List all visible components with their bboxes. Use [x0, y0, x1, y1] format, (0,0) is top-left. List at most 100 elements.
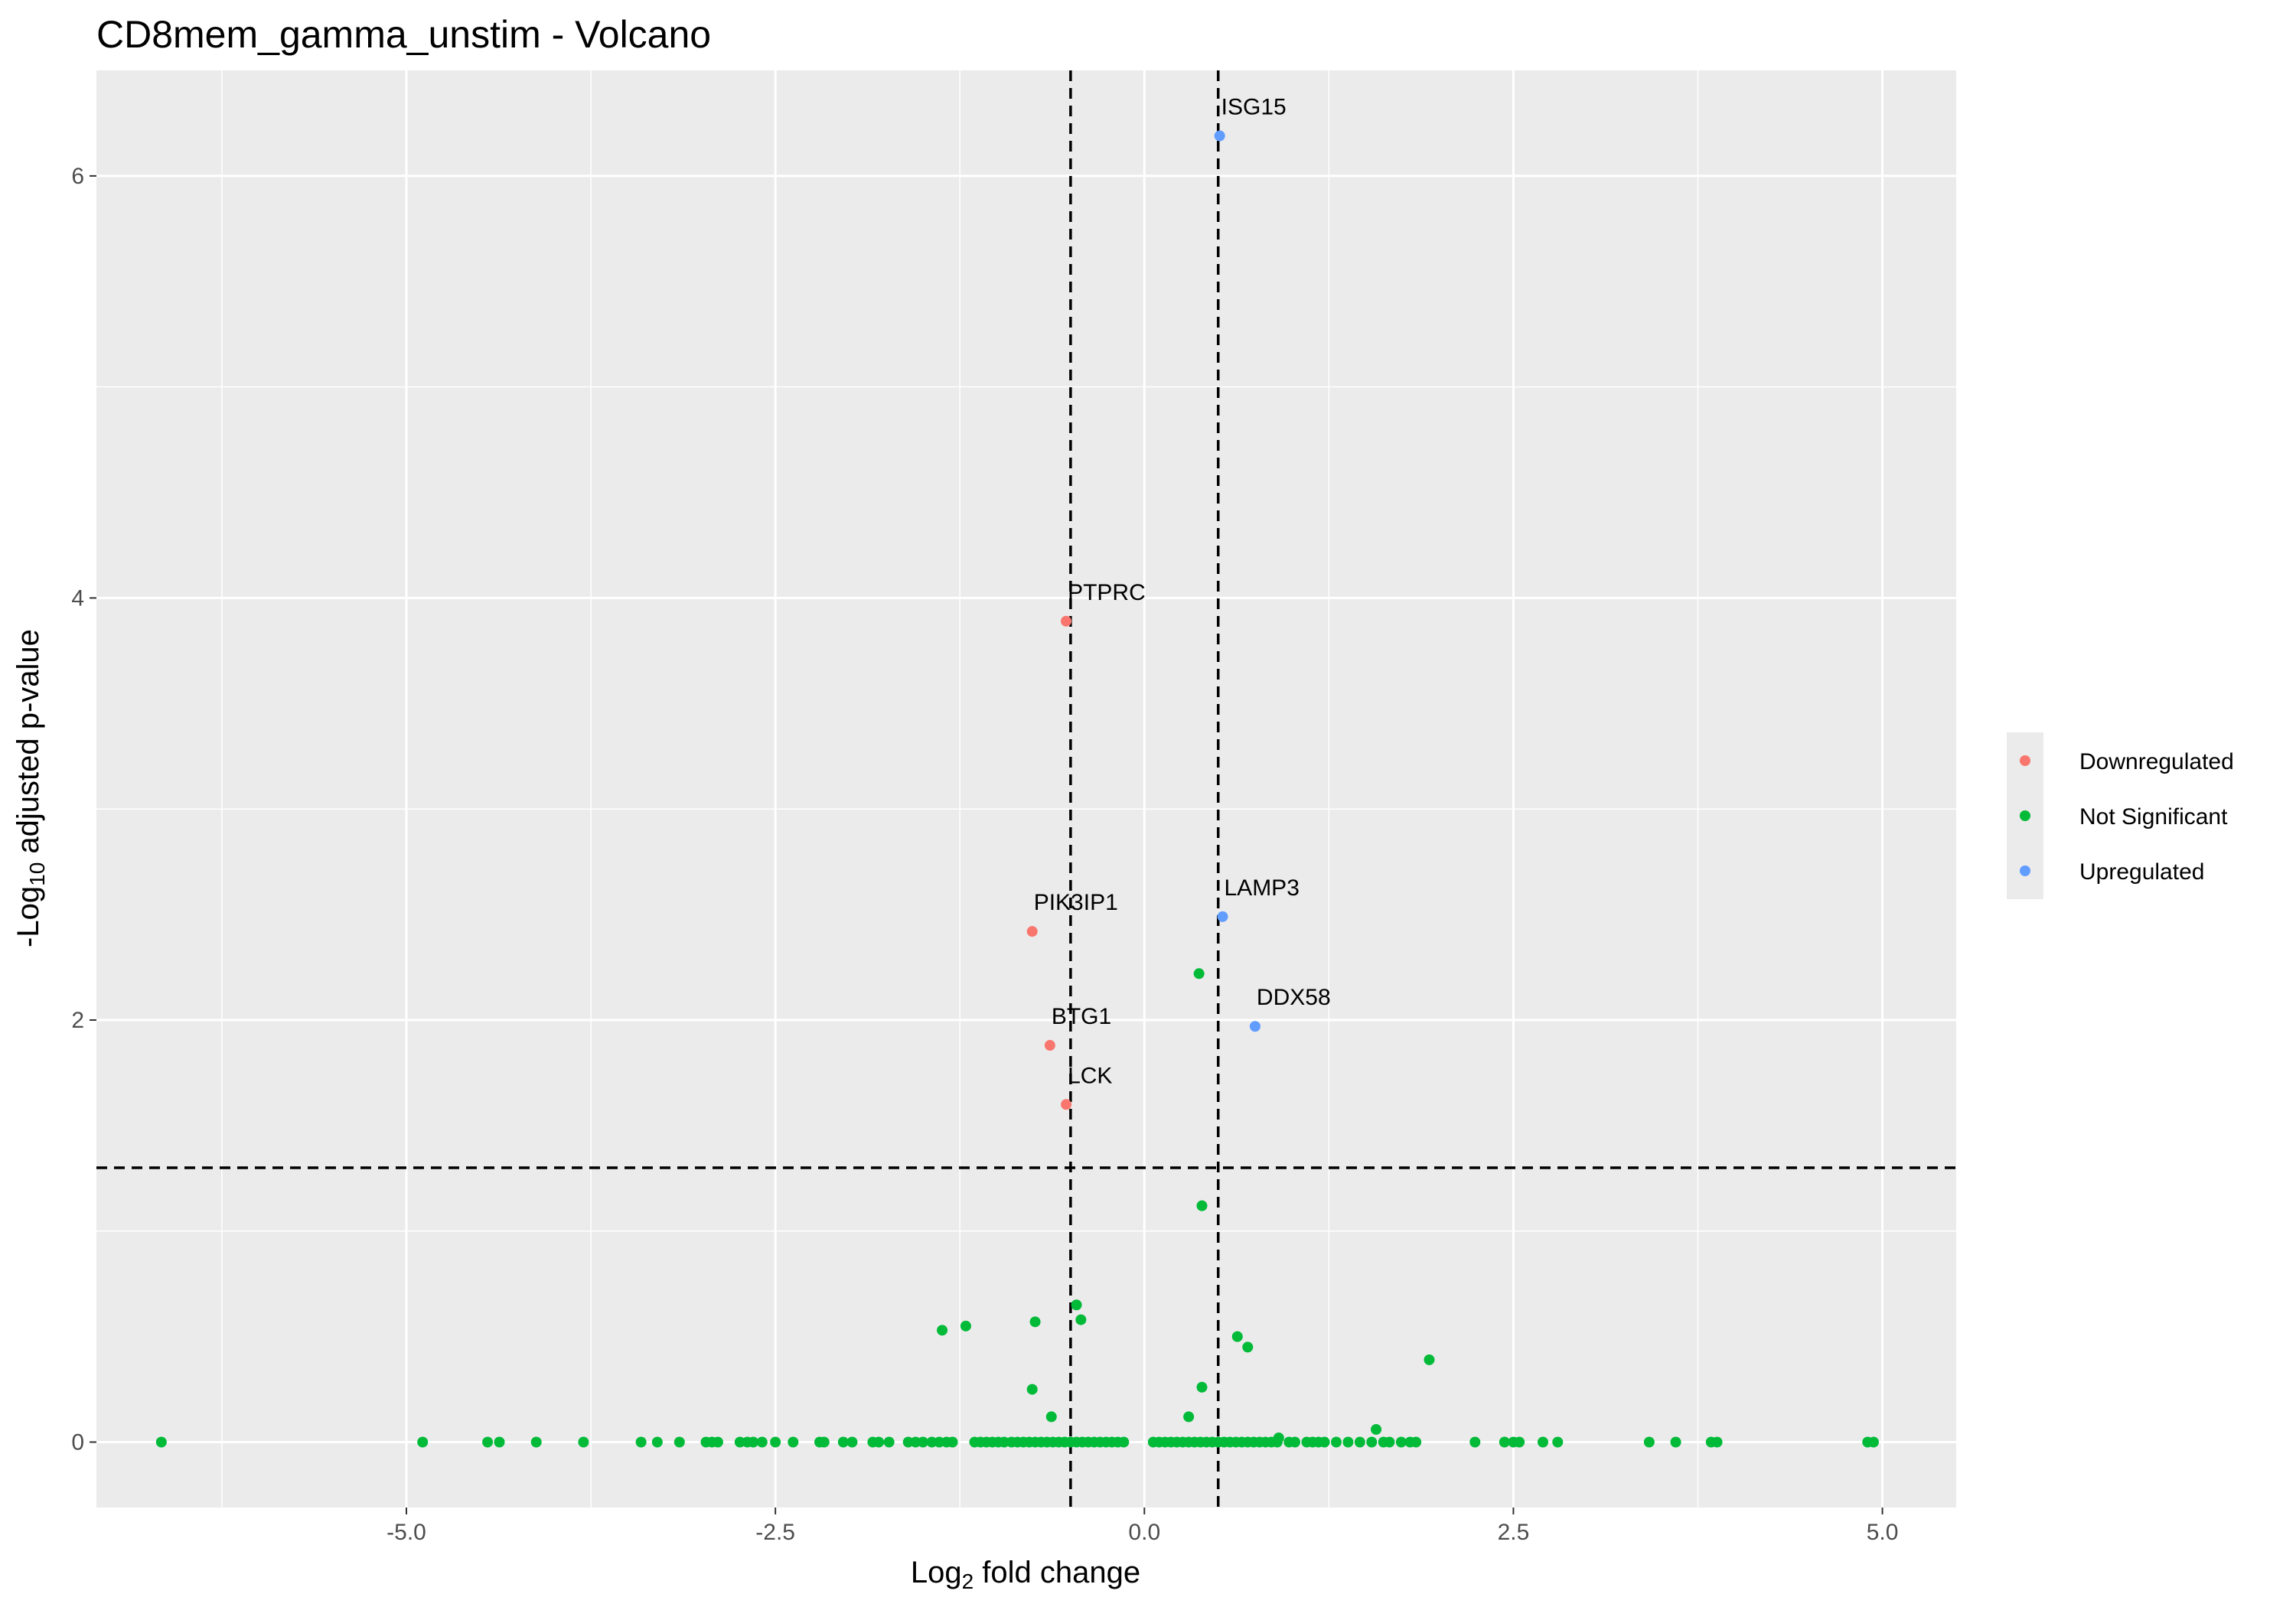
gene-label-lamp3: LAMP3: [1225, 875, 1300, 901]
point-not-significant: [1670, 1436, 1681, 1448]
point-not-significant: [1354, 1436, 1365, 1448]
point-not-significant: [635, 1436, 647, 1448]
point-not-significant: [999, 1436, 1010, 1448]
x-axis-ticks: -5.0 -2.5 0.0 2.5 5.0: [386, 1508, 1898, 1545]
point-not-significant: [918, 1436, 928, 1448]
point-not-significant: [417, 1436, 429, 1448]
point-not-significant: [1711, 1436, 1723, 1448]
x-tick-label: -2.5: [755, 1520, 795, 1545]
point-not-significant: [1071, 1299, 1082, 1311]
gene-label-btg1: BTG1: [1052, 1004, 1111, 1029]
point-not-significant: [1196, 1381, 1208, 1393]
point-not-significant: [748, 1436, 759, 1448]
point-not-significant: [1538, 1436, 1548, 1448]
point-lck: [1061, 1099, 1072, 1110]
point-not-significant: [1183, 1411, 1195, 1423]
gene-label-lck: LCK: [1068, 1063, 1112, 1088]
point-not-significant: [482, 1436, 494, 1448]
threshold-lines: [96, 70, 1956, 1508]
point-ddx58: [1249, 1021, 1261, 1032]
point-not-significant: [530, 1436, 542, 1448]
point-not-significant: [1366, 1436, 1378, 1448]
point-not-significant: [1384, 1436, 1395, 1448]
point-not-significant: [651, 1436, 663, 1448]
point-not-significant: [873, 1436, 885, 1448]
x-tick-label: 0.0: [1128, 1520, 1160, 1545]
point-not-significant: [756, 1436, 768, 1448]
y-axis-ticks: 0 2 4 6: [71, 164, 96, 1455]
point-not-significant: [1411, 1436, 1422, 1448]
y-axis-title: -Log10 adjusted p-value: [11, 629, 49, 947]
gene-label-ptprc: PTPRC: [1068, 580, 1146, 605]
point-not-significant: [1193, 968, 1205, 980]
point-ptprc: [1061, 615, 1072, 627]
point-not-significant: [673, 1436, 685, 1448]
y-tick-label: 0: [71, 1430, 84, 1455]
point-not-significant: [1552, 1436, 1564, 1448]
legend-key-upregulated: [2020, 865, 2030, 876]
legend-label-downregulated: Downregulated: [2079, 749, 2234, 774]
point-not-significant: [947, 1436, 958, 1448]
point-isg15: [1214, 130, 1225, 142]
point-not-significant: [883, 1436, 895, 1448]
point-not-significant: [770, 1436, 781, 1448]
point-not-significant: [1469, 1436, 1481, 1448]
point-not-significant: [1026, 1384, 1038, 1395]
point-not-significant: [934, 1436, 945, 1448]
point-not-significant: [1029, 1316, 1041, 1328]
gene-label-pik3ip1: PIK3IP1: [1034, 890, 1118, 915]
y-tick-label: 2: [71, 1008, 84, 1033]
point-lamp3: [1217, 911, 1228, 922]
data-points: [155, 130, 1879, 1448]
point-not-significant: [837, 1436, 849, 1448]
point-not-significant: [937, 1325, 948, 1336]
point-not-significant: [1395, 1436, 1407, 1448]
point-not-significant: [910, 1436, 921, 1448]
point-not-significant: [155, 1436, 167, 1448]
gene-label-isg15: ISG15: [1221, 94, 1287, 119]
legend-key-downregulated: [2020, 755, 2030, 766]
x-tick-label: 5.0: [1867, 1520, 1899, 1545]
point-not-significant: [1118, 1436, 1130, 1448]
gene-label-ddx58: DDX58: [1257, 985, 1331, 1010]
point-not-significant: [734, 1436, 745, 1448]
legend-label-not-significant: Not Significant: [2079, 804, 2228, 830]
point-not-significant: [712, 1436, 723, 1448]
point-not-significant: [1271, 1436, 1283, 1448]
point-btg1: [1044, 1040, 1055, 1051]
point-not-significant: [1242, 1341, 1254, 1353]
point-not-significant: [1643, 1436, 1655, 1448]
point-not-significant: [926, 1436, 938, 1448]
chart-title: CD8mem_gamma_unstim - Volcano: [96, 13, 711, 56]
y-tick-label: 6: [71, 164, 84, 189]
legend-label-upregulated: Upregulated: [2079, 859, 2204, 885]
point-not-significant: [788, 1436, 799, 1448]
x-axis-title: Log2 fold change: [911, 1556, 1140, 1593]
point-not-significant: [1371, 1423, 1382, 1435]
y-tick-label: 4: [71, 585, 84, 611]
x-tick-label: -5.0: [386, 1520, 426, 1545]
point-not-significant: [1045, 1411, 1057, 1423]
point-not-significant: [902, 1436, 914, 1448]
point-not-significant: [846, 1436, 858, 1448]
point-not-significant: [494, 1436, 505, 1448]
point-not-significant: [960, 1320, 971, 1332]
point-not-significant: [1319, 1436, 1330, 1448]
point-not-significant: [1331, 1436, 1342, 1448]
point-not-significant: [1514, 1436, 1525, 1448]
point-not-significant: [1499, 1436, 1510, 1448]
point-not-significant: [1196, 1200, 1208, 1211]
point-not-significant: [1231, 1331, 1243, 1342]
legend: Downregulated Not Significant Upregulated: [2007, 732, 2234, 899]
legend-key-not-significant: [2020, 810, 2030, 821]
point-not-significant: [1075, 1314, 1087, 1325]
point-not-significant: [1868, 1436, 1879, 1448]
point-not-significant: [818, 1436, 830, 1448]
point-not-significant: [1424, 1354, 1435, 1365]
point-not-significant: [1290, 1436, 1300, 1448]
point-not-significant: [578, 1436, 589, 1448]
plot-panel: [96, 70, 1956, 1508]
x-tick-label: 2.5: [1498, 1520, 1530, 1545]
point-pik3ip1: [1026, 926, 1038, 937]
gene-labels: ISG15 PTPRC PIK3IP1 LAMP3 DDX58 BTG1 LCK: [1034, 94, 1331, 1088]
